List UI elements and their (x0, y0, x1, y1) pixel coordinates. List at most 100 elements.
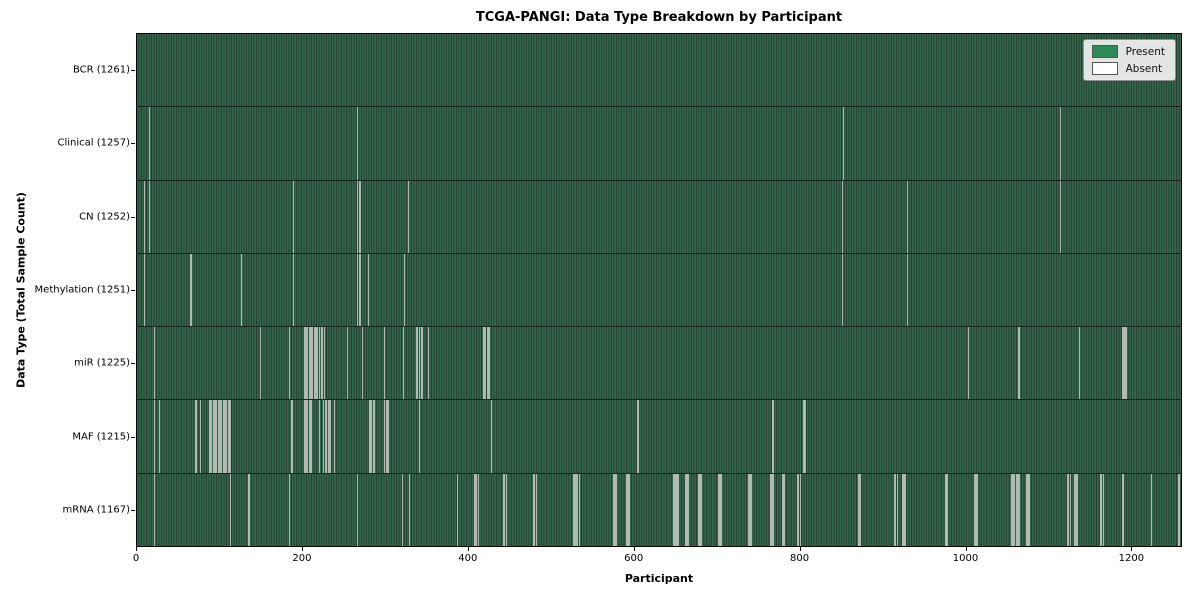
absent-cell-line (317, 327, 319, 400)
y-tick-mark (131, 363, 135, 365)
absent-cell-line (577, 473, 579, 546)
x-tick-mark (633, 547, 635, 551)
absent-cell-line (1121, 327, 1124, 400)
absent-cell-line (1178, 473, 1181, 546)
absent-cell-line (772, 400, 774, 473)
absent-cell-line (1015, 473, 1018, 546)
absent-cell-line (858, 473, 860, 546)
absent-cell-line (248, 473, 250, 546)
heatmap-row-bcr (137, 34, 1181, 107)
x-tick-mark (467, 547, 469, 551)
absent-cell-line (1122, 327, 1124, 400)
absent-cell-line (315, 327, 317, 400)
absent-cell-line (153, 327, 156, 400)
absent-cell-line (1150, 473, 1153, 546)
absent-cell-line (613, 473, 615, 546)
heatmap-row-clinical (137, 106, 1181, 180)
absent-cell-line (533, 473, 535, 546)
absent-cell-line (676, 473, 678, 546)
legend-entry-absent: Absent (1091, 62, 1165, 75)
heatmap-row-methylation (137, 252, 1181, 327)
absent-cell-line (149, 107, 151, 180)
absent-cell-line (303, 327, 306, 400)
absent-cell-line (1010, 473, 1013, 546)
x-tick-label-600: 600 (624, 553, 644, 564)
absent-cell-line (485, 327, 487, 400)
absent-cell-line (578, 473, 580, 546)
y-tick-label-bcr: BCR (1261) (72, 64, 130, 76)
absent-cell-line (408, 473, 411, 546)
absent-cell-line (1078, 327, 1081, 400)
absent-cell-line (748, 473, 750, 546)
absent-cell-line (906, 253, 908, 327)
absent-cell-line (1073, 473, 1076, 546)
absent-cell-line (637, 400, 639, 473)
absent-cell-line (144, 253, 146, 327)
x-tick-label-0: 0 (132, 553, 140, 564)
absent-cell-line (387, 400, 389, 473)
absent-cell-line (384, 327, 386, 400)
absent-cell-line (1013, 473, 1015, 546)
y-tick-mark (131, 69, 135, 71)
absent-cell-line (1011, 473, 1013, 546)
absent-cell-line (403, 327, 405, 400)
y-tick-label-mrna: mRNA (1167) (62, 504, 130, 516)
absent-cell-line (308, 400, 311, 473)
absent-cell-line (385, 400, 388, 473)
absent-cell-line (1018, 327, 1020, 400)
absent-cell-line (781, 473, 783, 546)
absent-cell-line (222, 400, 224, 473)
absent-cell-line (293, 180, 295, 253)
absent-cell-line (359, 180, 361, 253)
absent-cell-line (475, 473, 477, 546)
absent-cell-line (974, 473, 976, 546)
absent-cell-line (327, 400, 330, 473)
absent-cell-line (841, 253, 844, 327)
absent-cell-line (488, 327, 490, 400)
absent-cell-line (305, 327, 307, 400)
absent-cell-line (486, 327, 489, 400)
absent-cell-line (896, 473, 898, 546)
absent-cell-line (418, 400, 421, 473)
absent-cell-line (1100, 473, 1102, 546)
absent-cell-line (1074, 473, 1076, 546)
absent-cell-line (894, 473, 897, 546)
absent-cell-line (240, 253, 243, 327)
plot-area (136, 33, 1182, 547)
y-axis-label: Data Type (Total Sample Count) (14, 192, 28, 388)
absent-cell-line (404, 253, 406, 327)
absent-cell-line (1016, 473, 1018, 546)
absent-cell-line (503, 473, 505, 546)
absent-cell-line (214, 400, 216, 473)
y-tick-label-clinical: Clinical (1257) (57, 137, 131, 149)
x-tick-label-400: 400 (458, 553, 478, 564)
absent-cell-line (356, 473, 359, 546)
absent-cell-line (902, 473, 904, 546)
absent-cell-line (149, 180, 151, 253)
absent-cell-line (720, 473, 722, 546)
absent-cell-line (615, 473, 618, 546)
x-tick-label-1000: 1000 (952, 553, 979, 564)
absent-cell-line (1025, 473, 1028, 546)
absent-cell-line (305, 400, 307, 473)
absent-cell-line (947, 473, 949, 546)
absent-cell-line (967, 327, 970, 400)
absent-cell-line (418, 327, 421, 400)
absent-cell-line (842, 107, 845, 180)
absent-cell-line (505, 473, 508, 546)
absent-cell-line (359, 253, 361, 327)
absent-cell-line (153, 400, 156, 473)
absent-cell-line (421, 327, 423, 400)
absent-cell-line (374, 400, 376, 473)
absent-cell-line (1018, 473, 1020, 546)
absent-cell-line (230, 400, 232, 473)
absent-cell-line (860, 473, 862, 546)
x-tick-mark (1131, 547, 1133, 551)
x-tick-label-800: 800 (790, 553, 810, 564)
absent-cell-line (346, 327, 349, 400)
absent-cell-line (370, 400, 373, 473)
absent-cell-line (1121, 473, 1124, 546)
absent-cell-line (976, 473, 979, 546)
absent-cell-line (221, 400, 223, 473)
